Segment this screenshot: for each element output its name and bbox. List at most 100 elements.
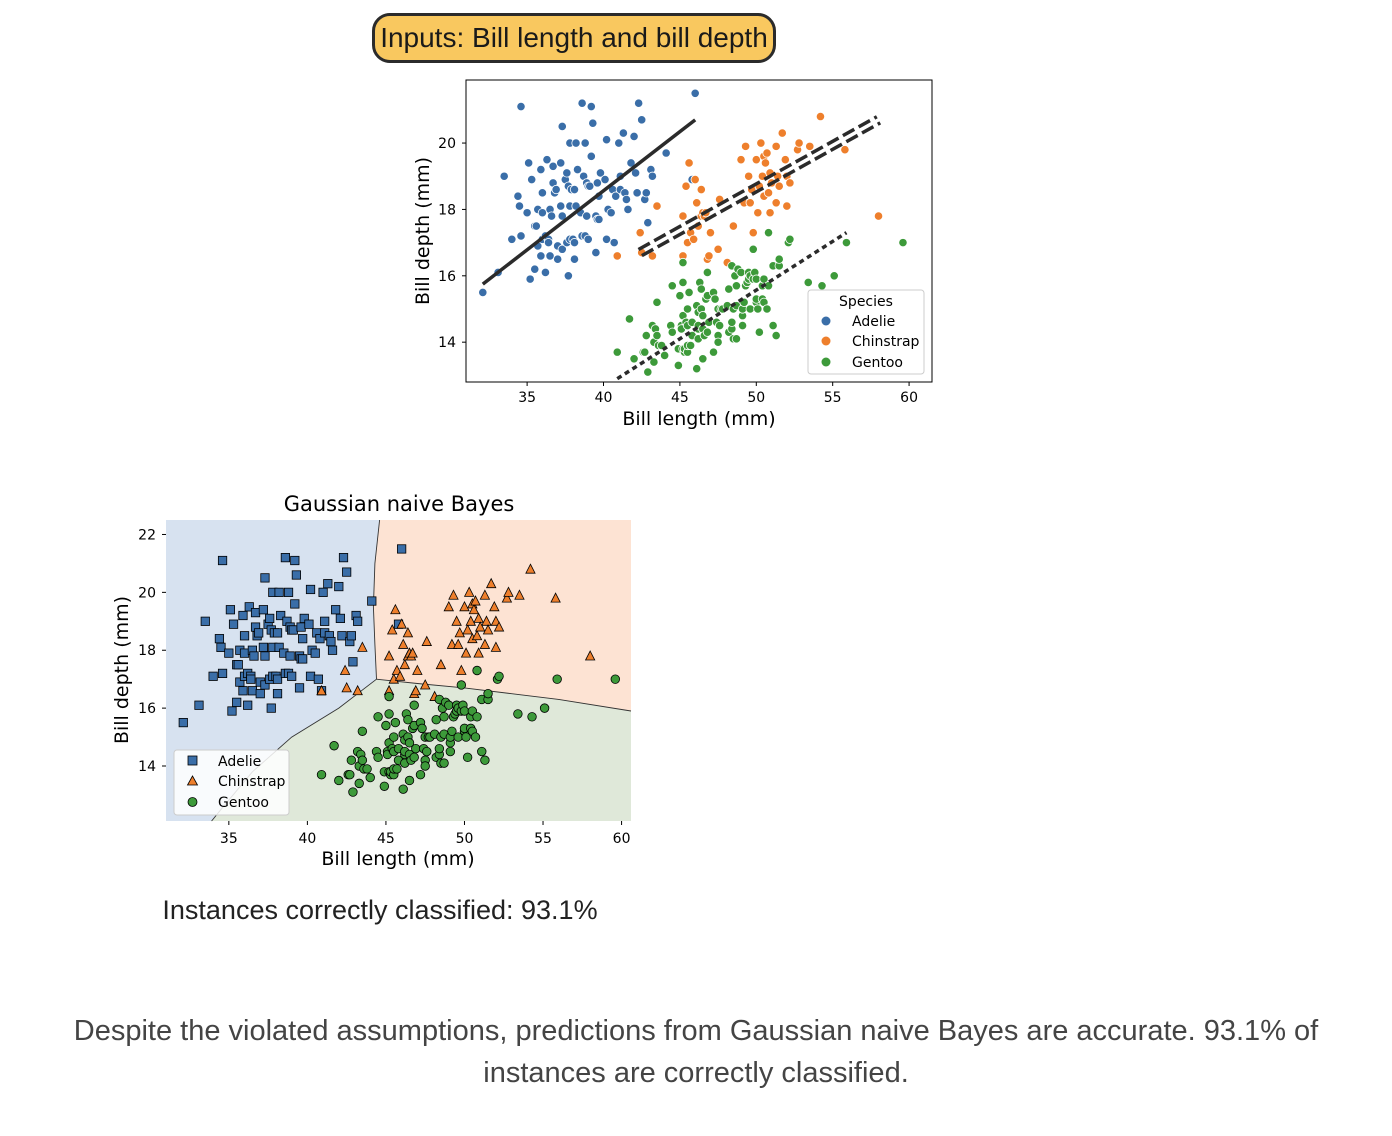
point-adelie <box>551 184 561 195</box>
point-adelie <box>208 671 218 681</box>
point-adelie <box>274 587 284 597</box>
point-adelie <box>260 680 270 690</box>
point-adelie <box>260 573 270 583</box>
point-adelie <box>514 201 525 211</box>
point-adelie <box>548 161 558 171</box>
point-gentoo <box>439 758 449 768</box>
point-gentoo <box>708 347 719 357</box>
point-adelie <box>588 118 598 128</box>
point-adelie <box>513 191 523 201</box>
point-adelie <box>276 610 286 621</box>
point-chinstrap <box>396 618 407 629</box>
point-chinstrap <box>584 650 596 661</box>
point-chinstrap <box>514 589 525 600</box>
point-gentoo <box>841 238 852 248</box>
point-chinstrap <box>316 684 327 696</box>
point-gentoo <box>667 281 677 291</box>
point-gentoo <box>763 228 774 238</box>
point-gentoo <box>652 297 662 307</box>
point-chinstrap <box>740 141 751 151</box>
point-chinstrap <box>397 638 409 649</box>
point-adelie <box>591 247 601 258</box>
point-gentoo <box>434 743 445 754</box>
point-chinstrap <box>482 624 494 635</box>
fit-line-chinstrap-1 <box>641 121 882 258</box>
point-gentoo <box>678 277 688 288</box>
point-gentoo <box>727 317 737 327</box>
point-gentoo <box>444 700 454 710</box>
point-adelie <box>621 194 632 205</box>
point-chinstrap <box>756 138 766 148</box>
point-gentoo <box>329 741 339 751</box>
point-gentoo <box>456 680 467 690</box>
plot-frame <box>465 79 933 383</box>
point-chinstrap <box>753 208 763 218</box>
point-gentoo <box>673 360 683 371</box>
point-adelie <box>287 671 297 681</box>
point-adelie <box>326 636 336 647</box>
point-adelie <box>571 138 581 148</box>
point-chinstrap <box>704 251 714 261</box>
point-gentoo <box>684 287 694 297</box>
point-gentoo <box>417 723 427 734</box>
point-adelie <box>586 151 596 161</box>
point-gentoo <box>346 755 357 765</box>
point-chinstrap <box>460 647 472 658</box>
point-adelie <box>557 211 567 221</box>
point-adelie <box>334 581 344 592</box>
point-chinstrap <box>765 208 775 218</box>
legend-box-2 <box>173 749 290 816</box>
x-axis-label-2: Bill length (mm) <box>321 848 474 870</box>
point-adelie <box>313 674 323 684</box>
point-adelie <box>537 208 547 218</box>
point-gentoo <box>390 717 401 728</box>
legend-label-adelie-2: Adelie <box>218 754 261 770</box>
x-tick-label-2: 45 <box>377 831 395 847</box>
x-axis-label: Bill length (mm) <box>622 408 775 430</box>
point-chinstrap <box>762 148 772 158</box>
point-adelie <box>348 657 358 667</box>
point-chinstrap <box>780 155 790 165</box>
point-chinstrap <box>479 589 491 600</box>
point-chinstrap <box>407 647 418 658</box>
point-gentoo <box>737 320 748 331</box>
point-adelie <box>233 660 243 670</box>
y-tick-label-2: 22 <box>138 527 156 543</box>
y-tick-label: 20 <box>438 136 456 152</box>
point-gentoo <box>754 327 764 337</box>
point-adelie <box>536 165 546 175</box>
point-gentoo <box>731 281 742 291</box>
point-adelie <box>569 184 580 195</box>
point-gentoo <box>660 350 670 361</box>
point-adelie <box>335 613 345 624</box>
point-chinstrap <box>452 638 464 649</box>
x-tick-label: 40 <box>595 390 613 406</box>
point-adelie <box>304 619 314 629</box>
point-chinstrap <box>815 111 826 122</box>
point-adelie <box>272 674 283 684</box>
point-adelie <box>626 158 636 168</box>
point-chinstrap <box>763 188 774 198</box>
point-gentoo <box>384 709 394 719</box>
point-adelie <box>305 584 316 595</box>
point-chinstrap <box>774 181 784 191</box>
point-gentoo <box>348 787 358 797</box>
point-chinstrap <box>383 650 395 661</box>
y-axis-label-2: Bill depth (mm) <box>111 596 133 744</box>
point-adelie <box>582 211 592 221</box>
point-chinstrap <box>550 592 561 603</box>
point-chinstrap <box>339 664 351 675</box>
point-chinstrap <box>399 658 411 670</box>
point-chinstrap <box>713 244 723 254</box>
point-chinstrap <box>490 641 502 652</box>
point-adelie <box>540 267 551 278</box>
point-gentoo <box>768 320 778 331</box>
x-tick-label: 45 <box>671 390 689 406</box>
point-chinstrap <box>501 592 513 603</box>
point-adelie <box>592 178 602 188</box>
point-adelie <box>285 651 295 661</box>
point-adelie <box>601 234 612 244</box>
point-gentoo <box>629 354 639 364</box>
point-adelie <box>634 98 644 108</box>
point-adelie <box>557 121 567 132</box>
